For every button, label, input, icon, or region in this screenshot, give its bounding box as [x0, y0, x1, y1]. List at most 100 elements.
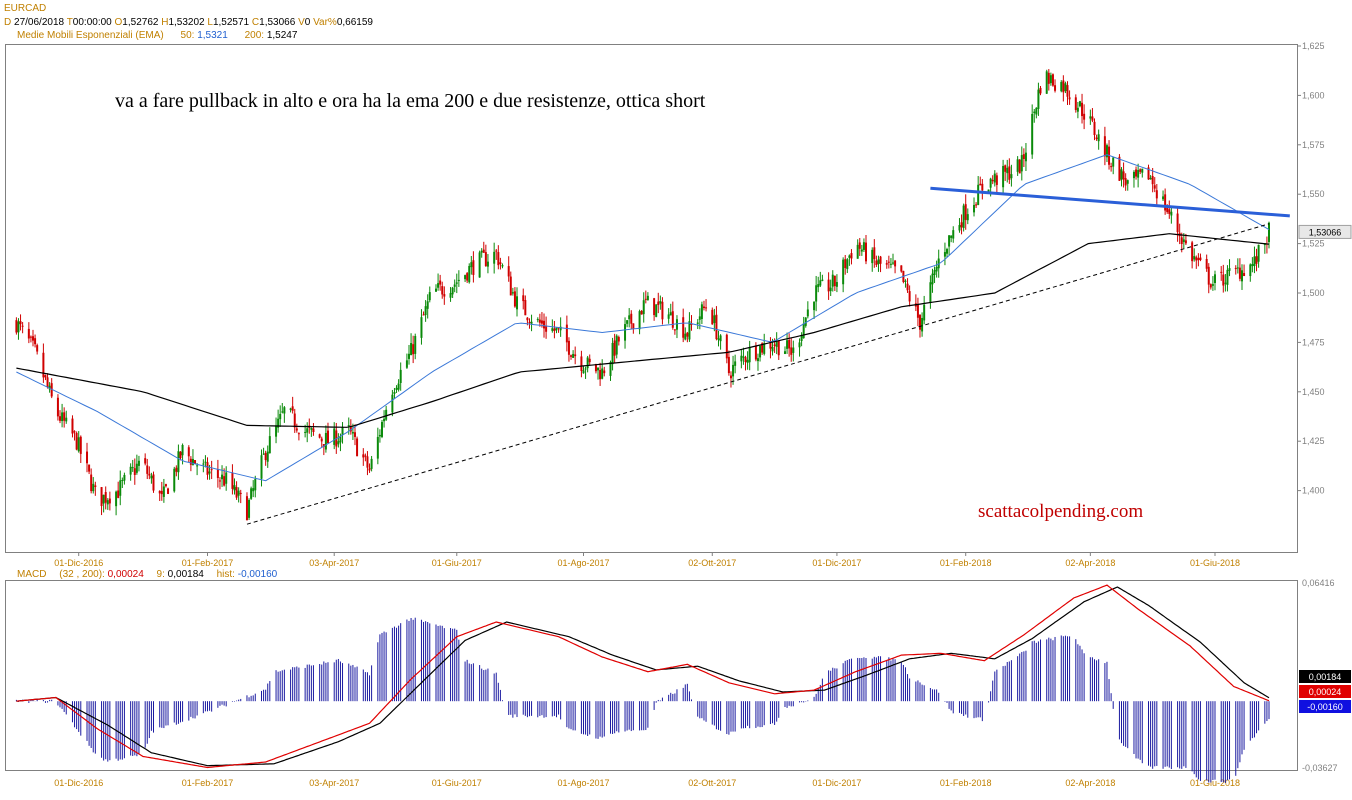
price-ytick-label-6: 1,475 [1302, 337, 1325, 347]
candle-body [100, 487, 103, 507]
candle-body [283, 407, 286, 414]
candle-body [715, 314, 718, 340]
candle-body [584, 368, 587, 370]
price-ytick-label-2: 1,575 [1302, 140, 1325, 150]
candle-body [921, 317, 924, 332]
candle-body [1112, 157, 1115, 167]
candle-body [179, 451, 182, 459]
candle-body [177, 451, 180, 473]
candle-body [1191, 242, 1194, 262]
candle-body [1097, 134, 1100, 142]
candle-body [167, 488, 170, 494]
price-ytick-label-9: 1,400 [1302, 486, 1325, 496]
candle-body [90, 474, 93, 492]
candle-body [1081, 102, 1084, 117]
candle-body [75, 432, 78, 450]
candle-body [59, 416, 62, 421]
candle-body [457, 279, 460, 281]
candle-body [987, 189, 990, 192]
candle-body [640, 310, 643, 315]
candle-body [702, 306, 705, 309]
candle-body [769, 341, 772, 349]
candle-body [399, 369, 402, 384]
candle-body [304, 431, 307, 433]
macd-value-label-1: 0,00024 [1309, 687, 1342, 697]
candle-body [250, 488, 253, 499]
candle-body [414, 336, 417, 354]
candle-body [1103, 136, 1106, 157]
candle-body [17, 321, 20, 333]
candle-body [630, 313, 633, 324]
price-xtick-label-4: 01-Ago-2017 [557, 558, 609, 568]
candle-body [493, 251, 496, 264]
candle-body [397, 383, 400, 390]
candle-body [543, 320, 546, 329]
candle-body [349, 426, 352, 432]
candle-body [819, 280, 822, 286]
candle-body [235, 487, 238, 498]
candle-body [63, 412, 66, 421]
candle-body [742, 356, 745, 358]
candle-body [1060, 82, 1063, 92]
candle-body [923, 304, 926, 321]
candle-body [800, 335, 803, 342]
candle-body [597, 367, 600, 371]
candle-body [657, 301, 660, 306]
candle-body [1037, 89, 1040, 109]
price-xtick-label-1: 01-Feb-2017 [182, 558, 234, 568]
candle-body [1062, 80, 1065, 93]
candle-body [906, 283, 909, 291]
candle-body [144, 458, 147, 464]
candle-body [1024, 152, 1027, 162]
candle-body [439, 280, 442, 285]
candle-body [189, 458, 192, 465]
candle-body [370, 458, 373, 469]
candle-body [164, 484, 167, 487]
candle-body [732, 364, 735, 377]
candle-body [1095, 137, 1098, 140]
candle-body [160, 490, 163, 495]
candle-body [933, 270, 936, 275]
candle-body [1045, 71, 1048, 94]
candle-body [879, 256, 882, 264]
candle-body [850, 253, 853, 259]
candle-body [341, 426, 344, 436]
candle-body [609, 362, 612, 376]
price-ytick-label-8: 1,425 [1302, 436, 1325, 446]
candle-body [337, 441, 340, 445]
candle-body [671, 311, 674, 328]
candle-body [526, 317, 529, 321]
candle-body [1209, 284, 1212, 288]
candle-body [412, 344, 415, 355]
candle-body [351, 432, 354, 434]
candle-body [206, 462, 209, 475]
candle-body [642, 300, 645, 315]
candle-body [1162, 196, 1165, 200]
candle-body [748, 347, 751, 363]
candle-body [513, 291, 516, 307]
symbol-title: EURCAD [4, 3, 47, 14]
candle-body [588, 358, 591, 363]
candle-body [877, 259, 880, 265]
candle-body [353, 432, 356, 437]
candle-body [729, 375, 732, 379]
candle-body [1105, 145, 1108, 158]
candle-body [833, 275, 836, 287]
candle-body [1207, 266, 1210, 285]
candle-body [1141, 168, 1144, 173]
candle-body [1122, 171, 1125, 180]
candle-body [827, 279, 830, 292]
candle-body [29, 336, 32, 338]
candle-body [32, 336, 35, 341]
price-xtick-label-3: 01-Giu-2017 [432, 558, 482, 568]
resistance-line [930, 186, 1290, 218]
candle-body [187, 447, 190, 457]
candle-body [478, 252, 481, 278]
candle-body [293, 413, 296, 428]
candle-body [333, 428, 336, 445]
candle-body [395, 387, 398, 390]
candle-body [821, 279, 824, 281]
candle-body [740, 355, 743, 362]
candle-body [653, 298, 656, 316]
candle-body [410, 343, 413, 356]
